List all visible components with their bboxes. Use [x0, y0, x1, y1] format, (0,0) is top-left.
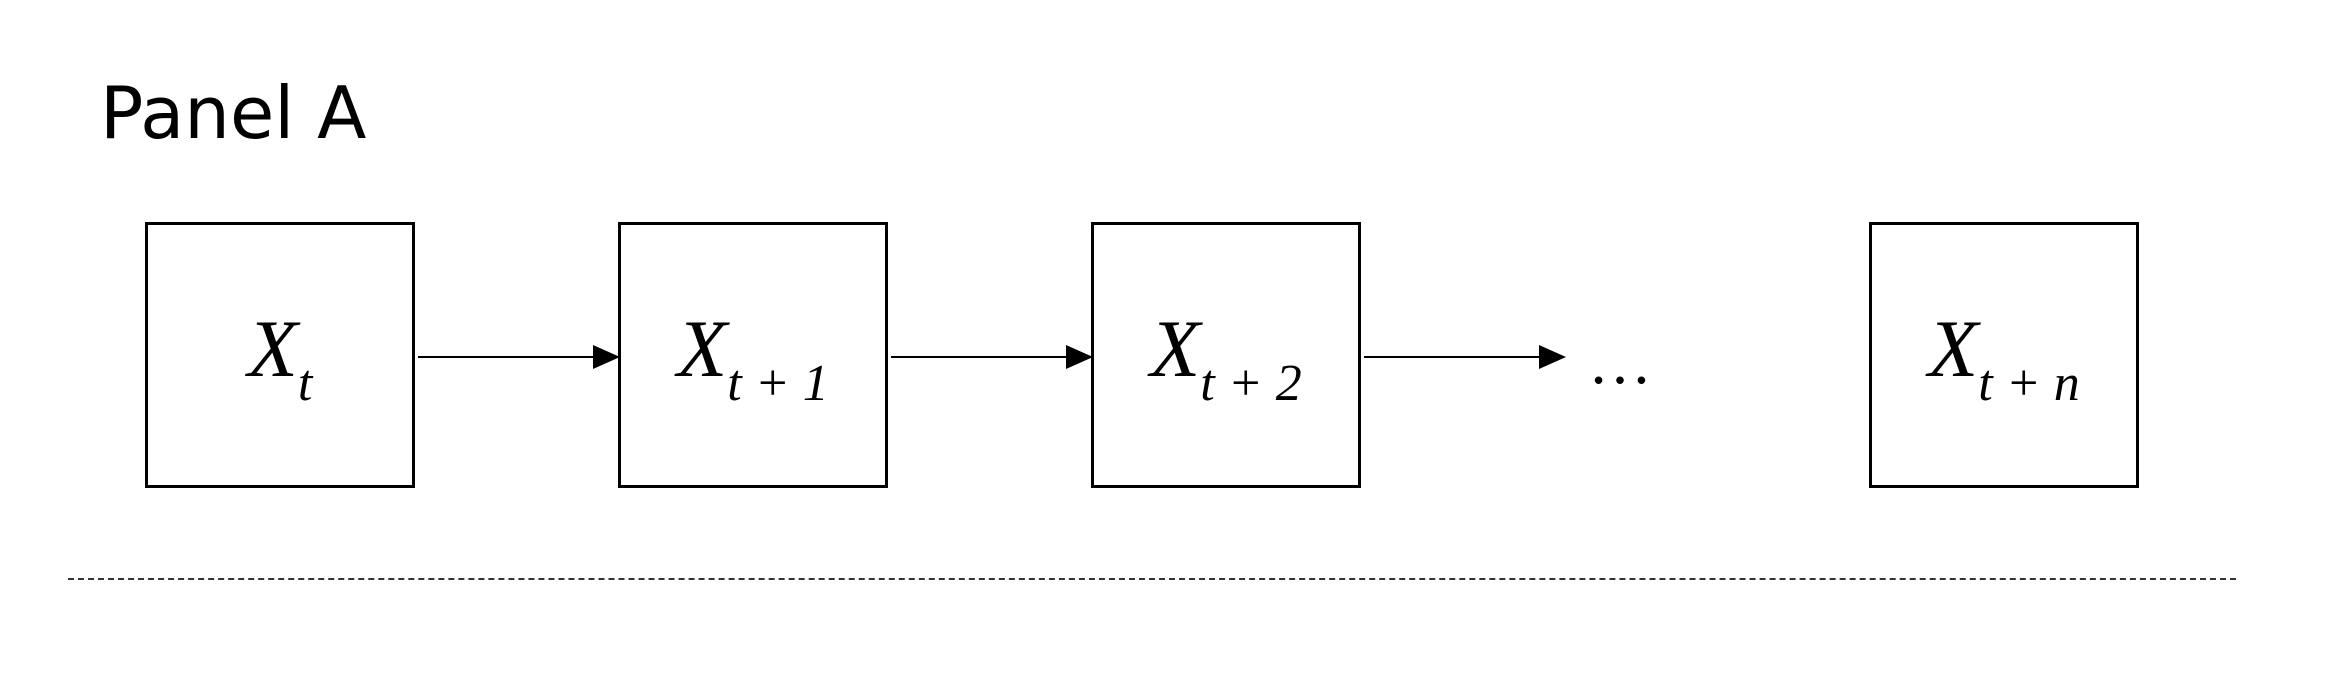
arrow-1 [418, 345, 620, 369]
arrow-3 [1364, 345, 1566, 369]
node-label: Xt + 1 [677, 308, 829, 410]
node-label: Xt + n [1928, 308, 2080, 410]
node-label-sub: t + 1 [727, 355, 829, 412]
node-x-t-plus-2: Xt + 2 [1091, 222, 1361, 488]
node-label-main: X [1150, 303, 1201, 394]
node-label-sub: t + 2 [1200, 355, 1302, 412]
node-label-main: X [1928, 303, 1979, 394]
node-x-t: Xt [145, 222, 415, 488]
arrow-2 [891, 345, 1093, 369]
node-label: Xt + 2 [1150, 308, 1302, 410]
node-x-t-plus-n: Xt + n [1869, 222, 2139, 488]
panel-title: Panel A [100, 71, 367, 155]
node-label: Xt [248, 308, 313, 410]
node-label-sub: t [297, 355, 313, 412]
ellipsis: … [1588, 326, 1656, 397]
node-x-t-plus-1: Xt + 1 [618, 222, 888, 488]
dashed-divider [68, 578, 2236, 580]
node-label-sub: t + n [1978, 355, 2080, 412]
node-label-main: X [677, 303, 728, 394]
node-label-main: X [247, 303, 298, 394]
